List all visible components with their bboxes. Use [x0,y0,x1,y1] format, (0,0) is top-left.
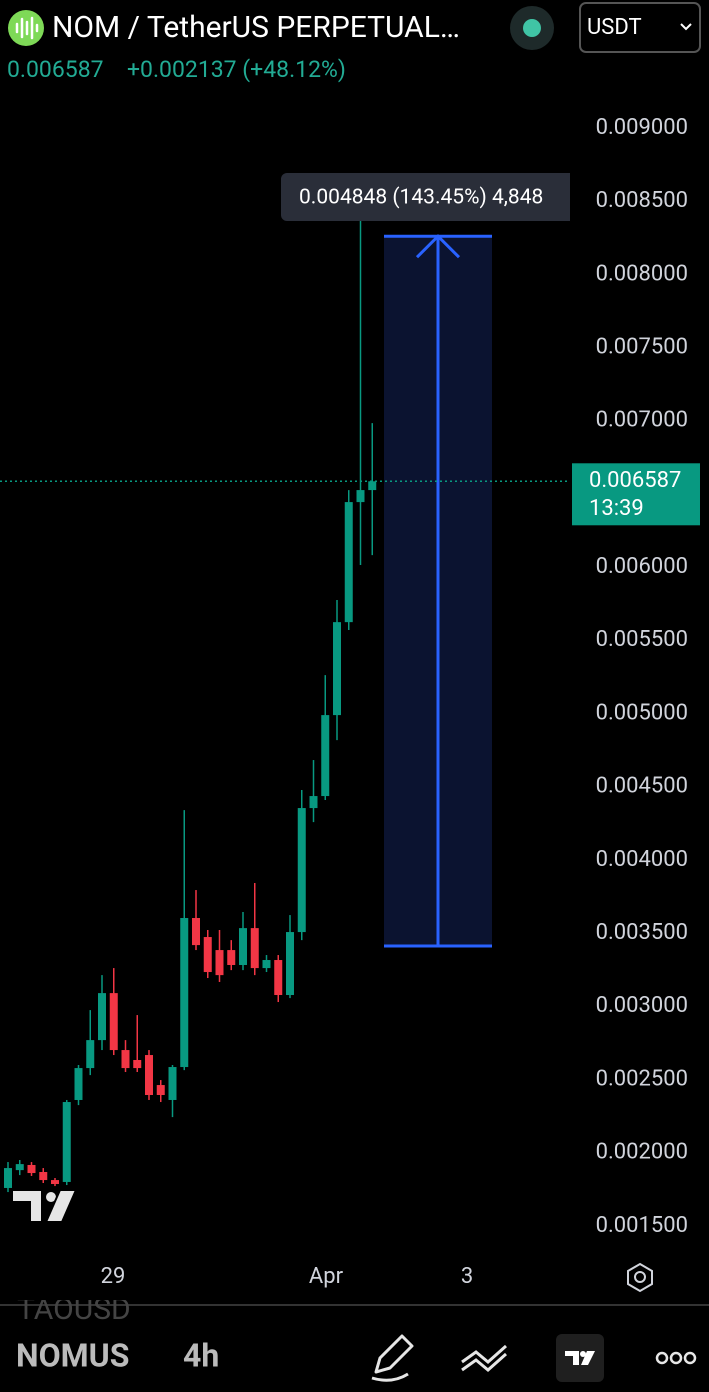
x-tick-label: Apr [309,1264,344,1289]
countdown-label: 13:39 [589,496,644,521]
dropdown-caret [680,23,692,31]
candle-body [62,1102,71,1182]
draw-tool[interactable] [371,1334,414,1382]
candle-body [192,918,200,946]
trend-tool[interactable] [461,1344,507,1372]
y-tick-label: 0.009000 [596,115,688,140]
candle-body [321,715,330,797]
measure-tooltip-text: 0.004848 (143.45%) 4,848 [299,186,543,210]
tv-watermark [11,1189,78,1223]
symbol-button[interactable]: NOMUS [16,1336,129,1374]
currency-label: USDT [587,15,642,40]
candle-body [156,1085,165,1096]
candle-body [74,1068,83,1100]
settings-icon[interactable] [627,1262,653,1293]
status-dot [523,19,541,37]
candle-body [215,950,224,976]
candle-body [109,993,118,1051]
candle-body [344,502,353,623]
candle-body [39,1172,48,1181]
last-price: 0.006587 [7,56,104,83]
interval-button[interactable]: 4h [183,1336,219,1374]
price-axis: 0.001500 0.002000 0.002500 0.003000 0.003500… [570,44,688,1238]
candle-body [180,918,189,1068]
last-price-tag [572,463,700,526]
candle-body [262,960,271,969]
y-tick-label: 0.003000 [596,993,688,1018]
candle-body [309,796,318,809]
candle-body [203,937,212,973]
candle-body [98,993,106,1041]
y-tick-label: 0.005500 [596,627,688,652]
candle-body [286,932,294,996]
y-tick-label: 0.003500 [596,920,688,945]
y-tick-label: 0.004500 [596,774,688,799]
x-tick-label: 29 [101,1264,126,1289]
y-tick-label: 0.008500 [596,188,688,213]
measure-arrowhead [415,234,461,259]
candle-body [368,481,377,491]
candle-body [239,928,247,965]
candle-body [86,1040,95,1069]
y-tick-label: 0.002000 [596,1140,688,1165]
y-tick-label: 0.002500 [596,1066,688,1091]
symbol-title: NOM / TetherUS PERPETUAL… [52,10,460,45]
tv-button-logo [565,1351,595,1365]
candle-body [356,490,365,503]
y-tick-label: 0.004000 [596,847,688,872]
candle-body [297,808,306,933]
x-tick-label: 3 [461,1264,473,1289]
candle-body [274,960,283,996]
candle-body [145,1055,153,1096]
last-price-label: 0.006587 [589,468,681,493]
candle-body [15,1164,24,1171]
y-tick-label: 0.001500 [596,1213,688,1238]
y-tick-label: 0.007000 [596,408,688,433]
candle-body [333,622,341,716]
y-tick-label: 0.006000 [596,554,688,579]
more-button[interactable] [655,1351,697,1365]
y-tick-label: 0.007500 [596,334,688,359]
candle-body [168,1067,177,1100]
candle-body [27,1164,36,1174]
currency-select[interactable] [579,2,701,53]
measure-tooltip [281,173,570,221]
candle-body [51,1180,59,1185]
candle-body [227,950,236,965]
prev-symbol[interactable]: TAOUSD [17,1292,131,1327]
coin-glyph [15,16,39,40]
candle-body [250,928,259,969]
y-tick-label: 0.008000 [596,261,688,286]
candle-body [121,1050,130,1069]
plot-area [0,220,570,1193]
candle-body [4,1168,12,1188]
price-change: +0.002137 (+48.12%) [127,56,346,83]
y-tick-label: 0.005000 [596,700,688,725]
time-axis: 29 Apr 3 [101,1264,474,1289]
tv-button[interactable] [556,1334,604,1382]
candle-body [133,1060,142,1069]
